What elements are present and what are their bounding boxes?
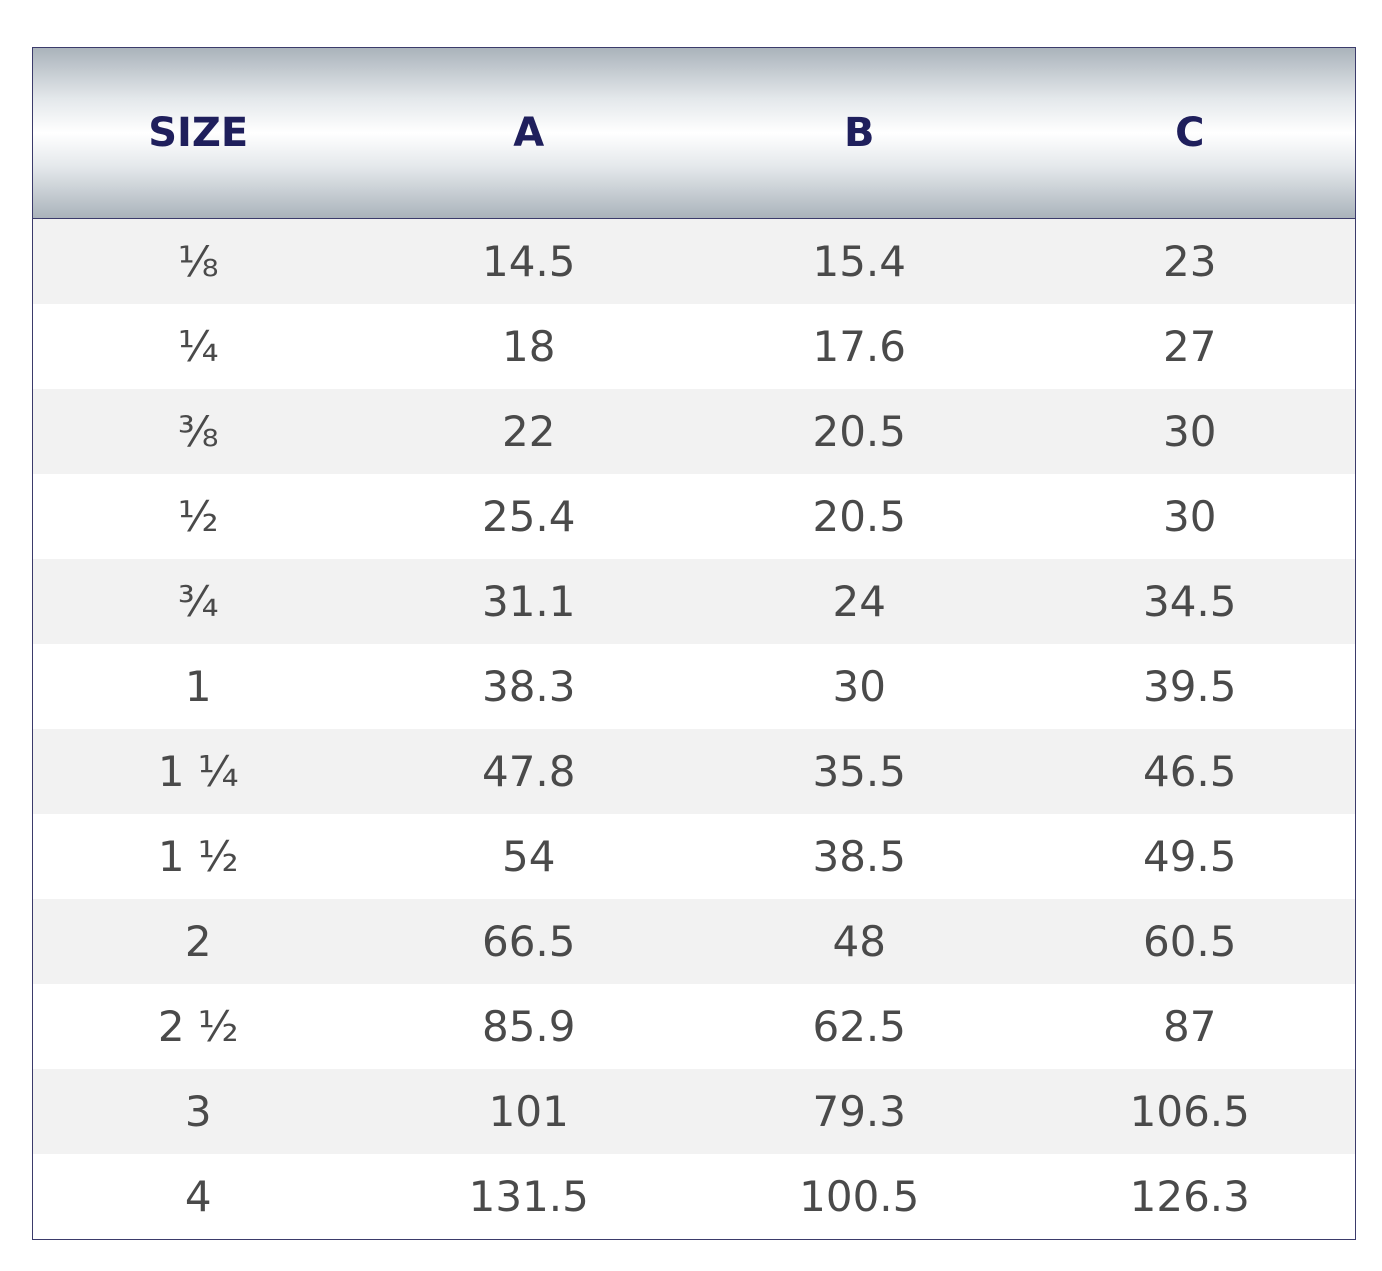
table-cell: ⅜: [177, 407, 219, 456]
table-cell: 25.4: [481, 492, 576, 541]
table-cell: 3: [184, 1087, 212, 1136]
table-cell: 20.5: [812, 492, 906, 541]
table-row: ¼ 18 17.6 27: [33, 304, 1355, 389]
table-cell: 106.5: [1129, 1087, 1250, 1136]
table-cell: 1 ½: [157, 832, 239, 881]
header-row: SIZE A B C: [33, 48, 1355, 219]
table-cell: 60.5: [1142, 917, 1237, 966]
table-cell: 30: [1163, 407, 1217, 456]
table-cell: 31.1: [481, 577, 576, 626]
table-cell: 46.5: [1142, 747, 1237, 796]
table-cell: 30: [1163, 492, 1217, 541]
table-cell: 49.5: [1142, 832, 1237, 881]
table-cell: 39.5: [1142, 662, 1237, 711]
table-cell: 1 ¼: [157, 747, 239, 796]
table-cell: 14.5: [481, 237, 576, 286]
table-row: 2 ½ 85.9 62.5 87: [33, 984, 1355, 1069]
table-row: 1 ¼ 47.8 35.5 46.5: [33, 729, 1355, 814]
table-cell: 101: [488, 1087, 569, 1136]
table-cell: 126.3: [1129, 1172, 1250, 1221]
table-cell: 87: [1163, 1002, 1217, 1051]
table-cell: ½: [177, 492, 219, 541]
table-cell: 85.9: [481, 1002, 576, 1051]
table-cell: ¼: [177, 322, 219, 371]
table-row: 1 38.3 30 39.5: [33, 644, 1355, 729]
table-body: ⅛ 14.5 15.4 23 ¼ 18 17.6 27 ⅜ 22 20.5 30 ½ 25.4 20.5 30…: [33, 219, 1355, 1239]
header-cell: B: [844, 110, 875, 156]
table-cell: 24: [832, 577, 886, 626]
table-cell: 2: [184, 917, 212, 966]
table-cell: 100.5: [799, 1172, 920, 1221]
table-cell: 30: [832, 662, 886, 711]
table-cell: 54: [502, 832, 556, 881]
table-cell: 38.5: [812, 832, 906, 881]
table-cell: 1: [184, 662, 212, 711]
table-cell: 79.3: [812, 1087, 906, 1136]
header-cell: SIZE: [148, 110, 249, 156]
table-row: ½ 25.4 20.5 30: [33, 474, 1355, 559]
table-cell: ⅛: [177, 237, 219, 286]
table-cell: 18: [502, 322, 556, 371]
table-cell: 62.5: [812, 1002, 906, 1051]
table-cell: 27: [1163, 322, 1217, 371]
table-cell: 48: [832, 917, 886, 966]
table-cell: 22: [502, 407, 556, 456]
size-table: SIZE A B C ⅛ 14.5 15.4 23 ¼ 18 17.6 27 ⅜ 22 20.5 30 ½ 25…: [32, 47, 1356, 1240]
table-cell: 4: [184, 1172, 212, 1221]
table-row: 3 101 79.3 106.5: [33, 1069, 1355, 1154]
table-row: ⅛ 14.5 15.4 23: [33, 219, 1355, 304]
table-row: 2 66.5 48 60.5: [33, 899, 1355, 984]
header-cell: A: [513, 110, 545, 156]
table-cell: 23: [1163, 237, 1217, 286]
table-cell: 131.5: [468, 1172, 589, 1221]
table-cell: 20.5: [812, 407, 906, 456]
table-cell: 17.6: [812, 322, 906, 371]
table-cell: 15.4: [812, 237, 906, 286]
table-row: 1 ½ 54 38.5 49.5: [33, 814, 1355, 899]
table-cell: 66.5: [481, 917, 576, 966]
table-row: 4 131.5 100.5 126.3: [33, 1154, 1355, 1239]
table-cell: 47.8: [481, 747, 576, 796]
table-cell: 35.5: [812, 747, 906, 796]
header-cell: C: [1175, 110, 1205, 156]
table-cell: 2 ½: [157, 1002, 239, 1051]
table-row: ¾ 31.1 24 34.5: [33, 559, 1355, 644]
table-cell: 34.5: [1142, 577, 1237, 626]
table-row: ⅜ 22 20.5 30: [33, 389, 1355, 474]
table-cell: ¾: [177, 577, 219, 626]
table-cell: 38.3: [481, 662, 576, 711]
